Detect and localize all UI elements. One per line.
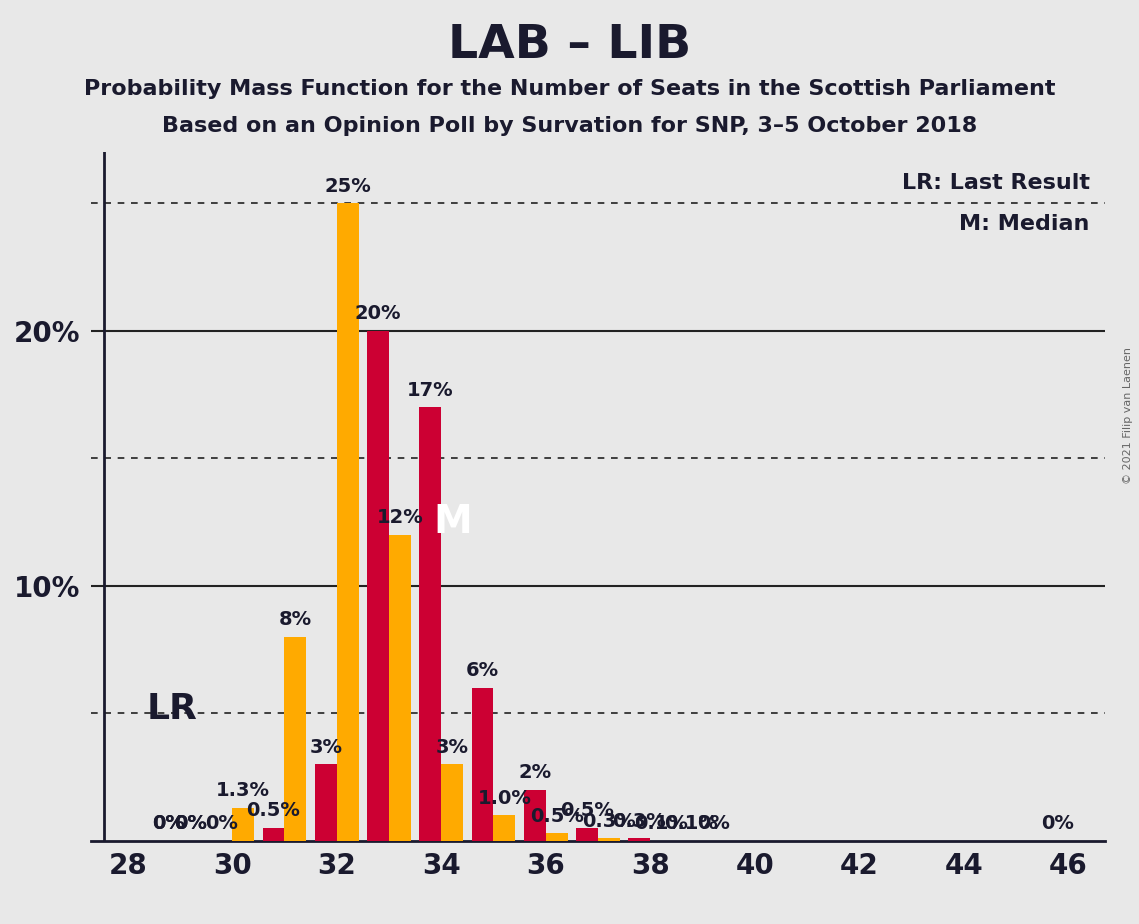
Bar <box>546 833 567 841</box>
Bar <box>576 828 598 841</box>
Text: 0.1%: 0.1% <box>634 814 688 833</box>
Text: 17%: 17% <box>407 381 453 400</box>
Text: 12%: 12% <box>377 508 424 528</box>
Bar <box>419 407 441 841</box>
Bar <box>441 764 464 841</box>
Text: 1.0%: 1.0% <box>477 789 532 808</box>
Text: © 2021 Filip van Laenen: © 2021 Filip van Laenen <box>1123 347 1133 484</box>
Text: M: Median: M: Median <box>959 214 1090 235</box>
Text: 0%: 0% <box>153 814 186 833</box>
Bar <box>337 203 359 841</box>
Text: 20%: 20% <box>354 304 401 323</box>
Text: 0.5%: 0.5% <box>560 801 614 821</box>
Bar <box>524 790 546 841</box>
Text: 0%: 0% <box>1041 814 1074 833</box>
Text: 6%: 6% <box>466 662 499 680</box>
Text: 0.1%: 0.1% <box>664 814 719 833</box>
Text: 0.3%: 0.3% <box>613 811 666 831</box>
Text: LR: Last Result: LR: Last Result <box>902 173 1090 193</box>
Bar <box>598 838 620 841</box>
Text: LAB – LIB: LAB – LIB <box>448 23 691 68</box>
Text: 0.5%: 0.5% <box>530 807 583 825</box>
Text: 0%: 0% <box>153 814 186 833</box>
Bar <box>472 687 493 841</box>
Text: 0.3%: 0.3% <box>582 811 636 831</box>
Text: 0%: 0% <box>174 814 207 833</box>
Text: LR: LR <box>147 692 197 726</box>
Text: 8%: 8% <box>279 610 312 629</box>
Text: 1.3%: 1.3% <box>216 781 270 800</box>
Text: 2%: 2% <box>518 763 551 783</box>
Text: 0%: 0% <box>697 814 730 833</box>
Text: 0.5%: 0.5% <box>246 801 301 821</box>
Text: 0%: 0% <box>174 814 207 833</box>
Bar <box>388 535 411 841</box>
Text: Probability Mass Function for the Number of Seats in the Scottish Parliament: Probability Mass Function for the Number… <box>84 79 1055 99</box>
Text: 3%: 3% <box>309 737 342 757</box>
Text: 25%: 25% <box>325 176 371 196</box>
Bar <box>262 828 285 841</box>
Bar <box>367 331 388 841</box>
Text: M: M <box>434 504 473 541</box>
Text: Based on an Opinion Poll by Survation for SNP, 3–5 October 2018: Based on an Opinion Poll by Survation fo… <box>162 116 977 136</box>
Bar <box>629 838 650 841</box>
Bar <box>232 808 254 841</box>
Bar <box>493 815 516 841</box>
Text: 0%: 0% <box>205 814 238 833</box>
Bar <box>285 637 306 841</box>
Text: 3%: 3% <box>436 737 468 757</box>
Bar <box>314 764 337 841</box>
